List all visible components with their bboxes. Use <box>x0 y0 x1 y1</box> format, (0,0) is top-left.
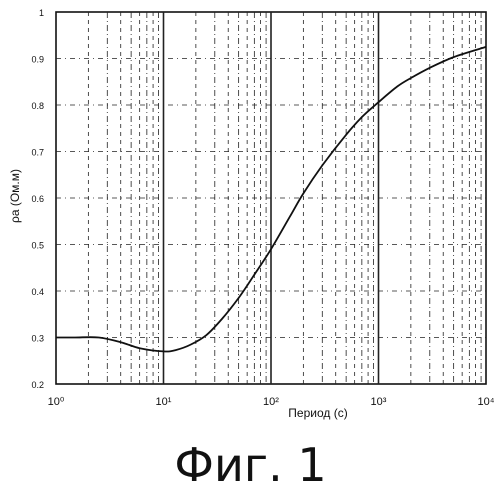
y-tick-labels: 1 0.9 0.8 0.7 0.6 0.5 0.4 0.3 0.2 <box>31 8 44 390</box>
y-tick-label: 0.4 <box>31 287 44 297</box>
y-tick-label: 0.8 <box>31 101 44 111</box>
x-tick-label: 10¹ <box>156 396 172 408</box>
x-tick-label: 10⁴ <box>478 396 495 408</box>
y-tick-label: 1 <box>39 8 44 18</box>
y-tick-label: 0.3 <box>31 334 44 344</box>
x-tick-label: 10⁰ <box>48 396 65 408</box>
y-axis-label: ρa (Ом.м) <box>8 169 22 223</box>
y-tick-label: 0.5 <box>31 241 44 251</box>
figure-caption: Фиг. 1 <box>0 438 501 492</box>
y-tick-label: 0.2 <box>31 380 44 390</box>
grid <box>56 12 486 384</box>
y-tick-label: 0.7 <box>31 148 44 158</box>
y-tick-label: 0.9 <box>31 55 44 65</box>
y-tick-label: 0.6 <box>31 194 44 204</box>
x-tick-label: 10³ <box>371 396 387 408</box>
x-axis-label: Период (с) <box>288 406 347 420</box>
x-tick-labels: 10⁰ 10¹ 10² 10³ 10⁴ <box>48 396 495 408</box>
x-tick-label: 10² <box>263 396 279 408</box>
